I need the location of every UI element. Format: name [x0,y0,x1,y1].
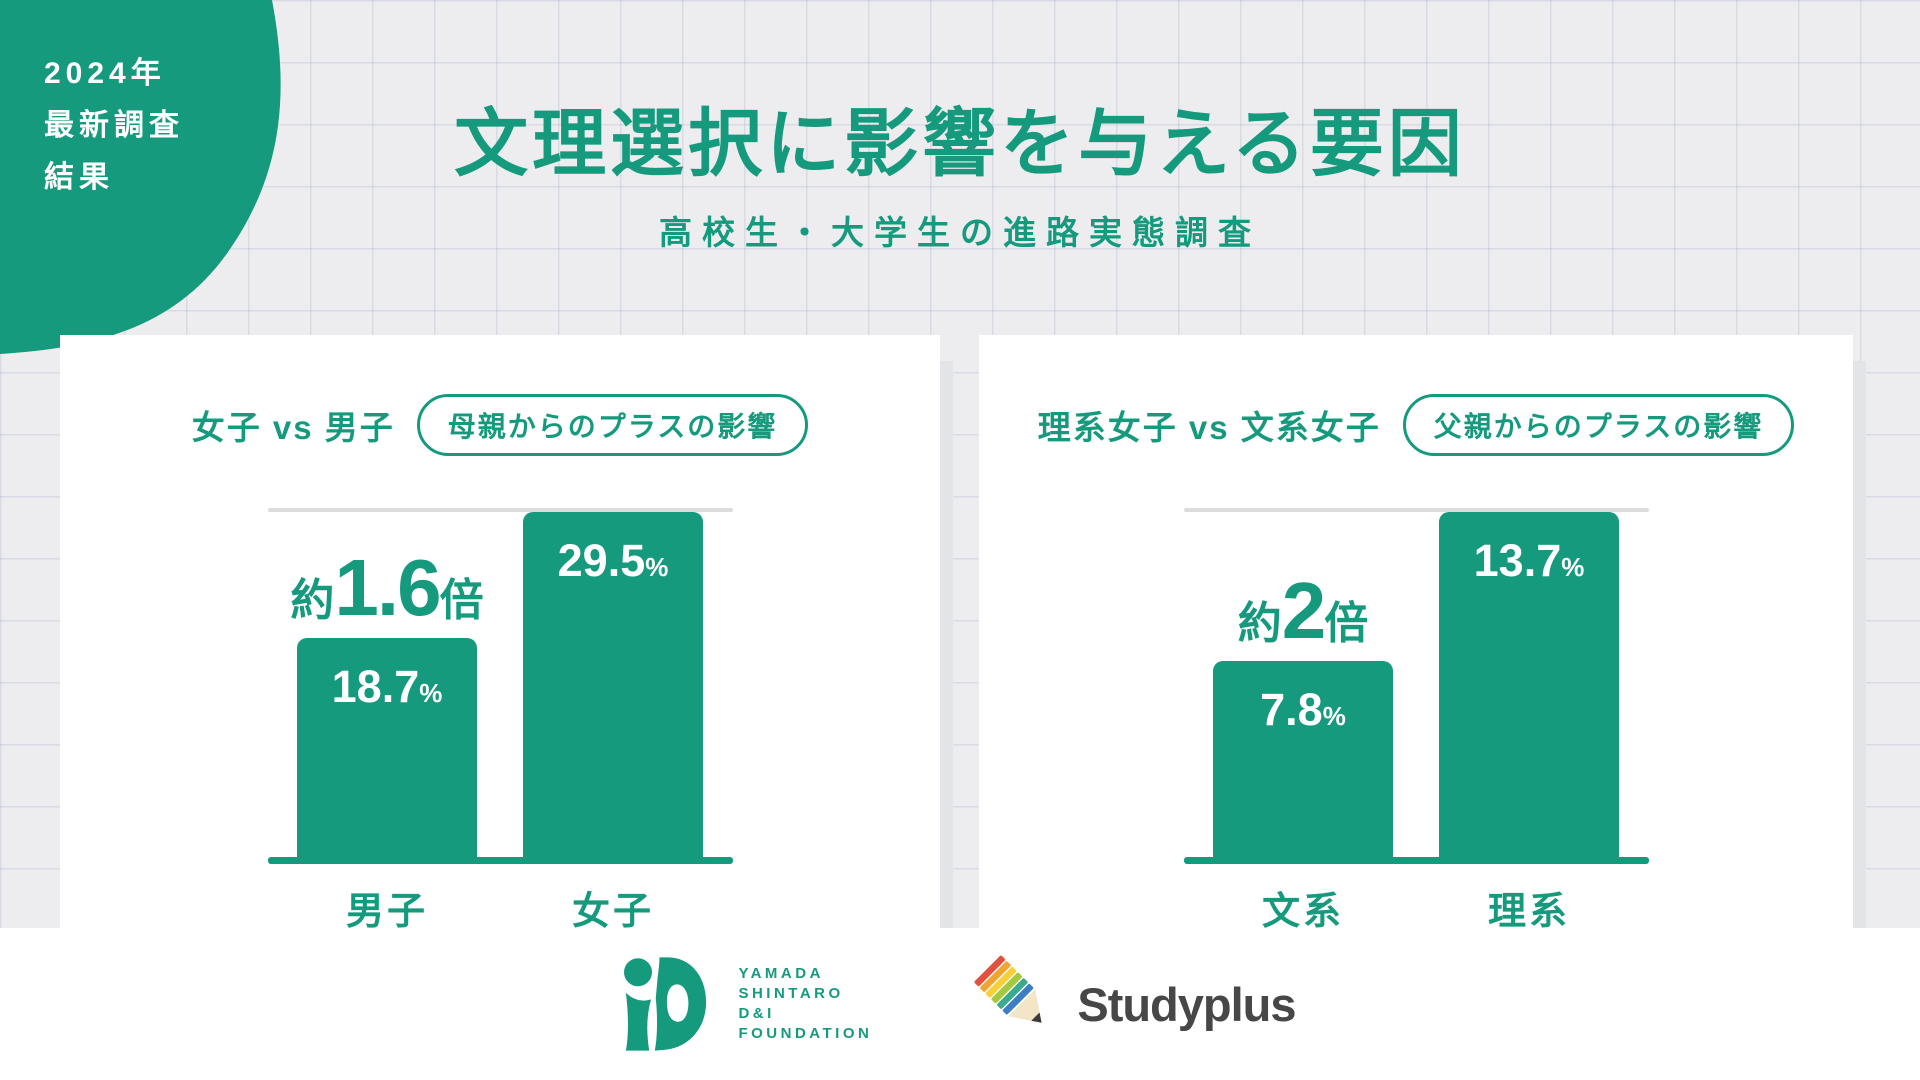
foundation-line-1: YAMADA [738,965,824,982]
bar-value-unit: % [419,678,443,708]
page-title: 文理選択に影響を与える要因 [454,102,1466,185]
chart-card-father-influence: 理系女子 vs 文系女子 父親からのプラスの影響 約2倍 7.8% 13.7% [979,335,1853,933]
ratio-prefix: 約 [290,576,335,625]
category-label-sciences: 理系 [1487,891,1570,933]
influence-tag-pill: 父親からのプラスの影響 [1402,394,1795,456]
ratio-annotation: 約2倍 [1238,571,1369,651]
ratio-annotation: 約1.6倍 [290,548,483,628]
bar-humanities: 7.8% [1213,661,1393,857]
badge-text: 2024年 最新調査 結果 [44,48,184,204]
badge-line-2: 最新調査 [44,109,184,142]
bar-value-unit: % [645,552,669,582]
ratio-suffix: 倍 [1324,599,1369,648]
bar-boys: 18.7% [297,638,477,857]
bar-value-number: 7.8 [1260,684,1323,735]
studyplus-logo-text: Studyplus [1077,977,1296,1031]
bar-value-number: 13.7 [1473,535,1562,586]
chart-header: 女子 vs 男子 母親からのプラスの影響 [60,393,940,457]
axis-baseline [267,857,733,864]
category-labels: 文系 理系 [1184,880,1649,935]
studyplus-pencil-icon [974,955,1042,1023]
influence-tag-pill: 母親からのプラスの影響 [416,394,809,456]
bar-value: 13.7% [1474,538,1585,583]
chart-header: 理系女子 vs 文系女子 父親からのプラスの影響 [979,393,1853,457]
ratio-suffix: 倍 [439,576,484,625]
foundation-logo-icon [624,957,707,1051]
chart-card-mother-influence: 女子 vs 男子 母親からのプラスの影響 約1.6倍 18.7% 29.5% [60,335,940,933]
bar-column: 13.7% [1439,512,1619,857]
foundation-line-2: SHINTARO [738,985,844,1002]
ratio-prefix: 約 [1237,599,1282,648]
badge-line-1: 2024年 [44,57,166,90]
ratio-number: 2 [1281,566,1326,655]
badge: 2024年 最新調査 結果 [0,0,300,360]
category-labels: 男子 女子 [268,880,733,935]
comparison-label: 理系女子 vs 文系女子 [1037,409,1381,446]
badge-line-3: 結果 [44,161,114,194]
bar-chart: 約1.6倍 18.7% 29.5% 男子 女子 [267,508,733,935]
foundation-line-4: FOUNDATION [738,1025,873,1042]
bars-area: 約2倍 7.8% 13.7% [1184,512,1649,857]
bar-sciences: 13.7% [1439,512,1619,857]
reference-line [1183,508,1649,512]
studyplus-logo: Studyplus [967,954,1297,1054]
bar-value: 7.8% [1260,687,1346,732]
ratio-number: 1.6 [334,543,441,632]
category-label-girls: 女子 [571,891,654,933]
bar-column: 29.5% [523,512,703,857]
bars-area: 約1.6倍 18.7% 29.5% [268,512,733,857]
category-label-humanities: 文系 [1261,891,1344,933]
badge-swoosh-shape [0,0,281,354]
footer: YAMADA SHINTARO D&I FOUNDATION Studyplus [0,928,1920,1080]
bar-value-unit: % [1561,552,1585,582]
bar-column: 約1.6倍 18.7% [290,512,484,857]
foundation-line-3: D&I [738,1005,775,1022]
bar-value: 18.7% [332,664,443,709]
bar-chart: 約2倍 7.8% 13.7% 文系 理系 [1183,508,1649,935]
bar-value: 29.5% [558,538,669,583]
bar-value-number: 18.7 [331,661,420,712]
reference-line [267,508,733,512]
foundation-logo-text: YAMADA SHINTARO D&I FOUNDATION [738,964,872,1044]
bar-column: 約2倍 7.8% [1213,512,1393,857]
page-subtitle: 高校生・大学生の進路実態調査 [659,214,1261,251]
bar-value-unit: % [1322,701,1346,731]
foundation-logo: YAMADA SHINTARO D&I FOUNDATION [624,957,872,1051]
bar-girls: 29.5% [523,512,703,857]
category-label-boys: 男子 [345,891,428,933]
axis-baseline [1183,857,1649,864]
comparison-label: 女子 vs 男子 [191,409,395,446]
bar-value-number: 29.5 [557,535,646,586]
